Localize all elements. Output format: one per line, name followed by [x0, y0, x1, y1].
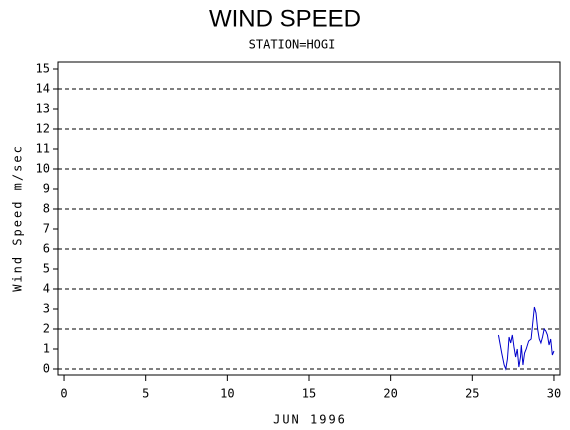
y-tick-label: 14	[36, 82, 50, 96]
y-tick-label: 2	[43, 322, 50, 336]
y-tick-label: 9	[43, 182, 50, 196]
y-tick-label: 13	[36, 102, 50, 116]
y-tick-label: 6	[43, 242, 50, 256]
x-tick-label: 20	[383, 387, 397, 401]
y-tick-label: 1	[43, 342, 50, 356]
y-axis-label: Wind Speed m/sec	[11, 144, 25, 292]
x-axis-label: JUN 1996	[273, 413, 347, 427]
chart-title: WIND SPEED	[209, 5, 361, 32]
y-tick-label: 10	[36, 162, 50, 176]
x-tick-label: 25	[465, 387, 479, 401]
y-tick-label: 3	[43, 302, 50, 316]
x-tick-label: 30	[547, 387, 561, 401]
x-tick-label: 10	[220, 387, 234, 401]
x-tick-label: 15	[302, 387, 316, 401]
y-tick-label: 15	[36, 62, 50, 76]
x-tick-label: 0	[60, 387, 67, 401]
y-tick-label: 11	[36, 142, 50, 156]
plot-frame	[57, 61, 561, 376]
x-tick-label: 5	[142, 387, 149, 401]
y-tick-label: 0	[43, 362, 50, 376]
chart-subtitle: STATION=HOGI	[249, 38, 336, 52]
y-tick-label: 5	[43, 262, 50, 276]
y-tick-label: 12	[36, 122, 50, 136]
data-line	[497, 306, 555, 371]
y-tick-label: 7	[43, 222, 50, 236]
y-tick-label: 4	[43, 282, 50, 296]
y-tick-label: 8	[43, 202, 50, 216]
